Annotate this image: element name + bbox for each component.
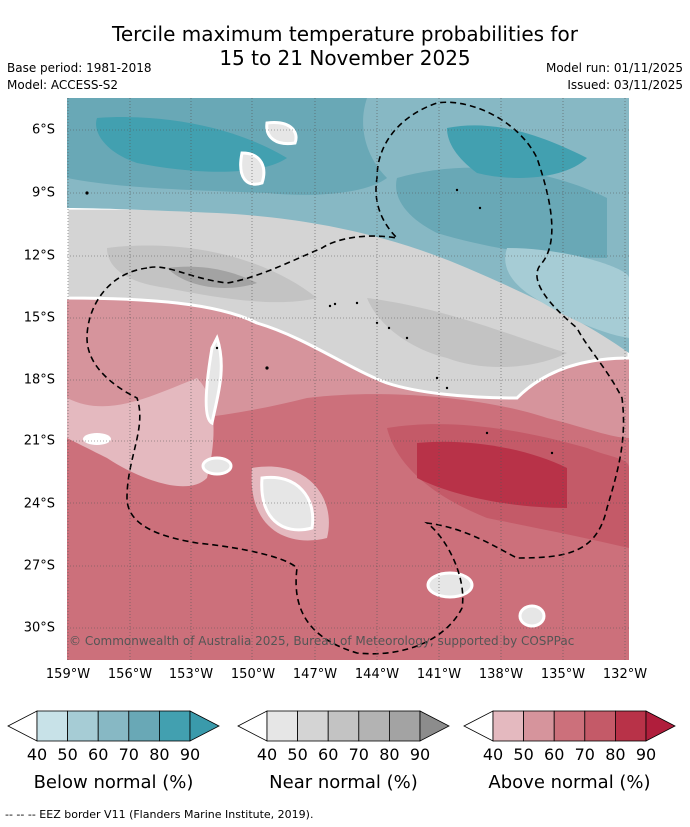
issued-date: Issued: 03/11/2025 [567,78,683,92]
near-normal-patch-d [426,571,474,599]
above-normal-40 [67,378,214,487]
colorbar [237,710,450,742]
eez-footnote: -- -- -- EEZ border V11 (Flanders Marine… [5,808,314,821]
longitude-label: 156°W [107,667,153,682]
title-line-2: 15 to 21 November 2025 [219,46,471,70]
colorbar-segment [523,710,555,742]
colorbar-segment [584,710,616,742]
near-normal-60-b [367,298,567,368]
chart-title: Tercile maximum temperature probabilitie… [0,22,690,70]
latitude-label: 21°S [23,433,55,449]
longitude-label: 159°W [45,667,91,682]
colorbar-tick-label: 80 [379,745,400,764]
colorbar-segment [297,710,329,742]
colorbar-tick-label: 50 [287,745,308,764]
colorbar-tick-label: 50 [57,745,78,764]
above-normal-90 [417,441,567,508]
colorbar-tick-label: 40 [26,745,48,764]
longitude-label: 132°W [602,667,648,682]
near-normal-patch [260,475,315,532]
graticule [67,98,629,660]
white-patch [83,433,111,445]
colorbar-segment [553,710,586,742]
model-run: Model run: 01/11/2025 [545,61,683,75]
below-normal-50 [505,248,629,338]
colorbar-tick-label: 40 [256,745,278,764]
colorbar-tick-label: 40 [482,745,504,764]
colorbar-segment [36,710,69,742]
colorbar [7,710,220,742]
probability-map: © Commonwealth of Australia 2025, Bureau… [67,98,629,660]
below-normal-90-b [447,125,587,178]
eez-border [86,101,625,655]
model-name: Model: ACCESS-S2 [7,78,119,92]
colorbar-segment [128,710,160,742]
colorbar-max-arrow [645,710,676,742]
colorbar-tick-label: 70 [118,745,139,764]
near-normal-island-b [265,121,298,146]
longitude-label: 147°W [292,667,338,682]
colorbar-tick-label: 60 [318,745,339,764]
colorbar-segment [327,710,360,742]
near-normal-patch-b [204,334,223,426]
colorbar-segment [492,710,525,742]
near-normal-90 [167,266,257,288]
colorbar-tick-label: 80 [605,745,626,764]
latitude-label: 18°S [23,372,55,388]
longitude-label: 141°W [416,667,462,682]
longitude-label: 153°W [168,667,214,682]
longitude-label: 144°W [354,667,400,682]
colorbar-tick-label: 50 [513,745,534,764]
longitude-label: 150°W [230,667,276,682]
colorbar-tick-label: 90 [409,745,431,764]
colorbar-label: Above normal (%) [488,772,651,793]
title-line-1: Tercile maximum temperature probabilitie… [112,22,578,46]
near-normal-island-a [239,151,266,186]
near-normal-patch-c [201,456,233,476]
meta-right: Model run: 01/11/2025 Issued: 03/11/2025 [546,60,683,94]
colorbar-max-arrow [419,710,450,742]
colorbar-tick-label: 90 [179,745,201,764]
colorbar-segment [97,710,130,742]
latitude-label: 6°S [31,122,55,138]
colorbar-label: Below normal (%) [33,772,194,793]
latitude-label: 24°S [23,496,55,512]
colorbar-segment [614,710,647,742]
colorbar-label: Near normal (%) [269,772,418,793]
colorbar-segment [388,710,421,742]
islands [85,188,554,455]
colorbar-segment [158,710,191,742]
longitude-label: 138°W [478,667,524,682]
colorbar [463,710,676,742]
colorbar-tick-label: 70 [574,745,595,764]
longitude-label: 135°W [540,667,586,682]
colorbar-segment [67,710,99,742]
map-canvas [67,98,629,660]
colorbar-min-arrow [7,710,38,742]
colorbar-tick-label: 60 [88,745,109,764]
colorbar-min-arrow [237,710,268,742]
colorbar-min-arrow [463,710,494,742]
latitude-label: 27°S [23,558,55,574]
meta-left: Base period: 1981-2018 Model: ACCESS-S2 [7,60,152,94]
below-normal-70-b [396,167,607,258]
colorbar-tick-label: 60 [544,745,565,764]
latitude-label: 15°S [23,310,55,326]
colorbar-tick-label: 80 [149,745,170,764]
colorbar-segment [358,710,390,742]
latitude-label: 12°S [23,248,55,264]
colorbar-tick-label: 90 [635,745,657,764]
latitude-label: 9°S [31,185,55,201]
copyright-notice: © Commonwealth of Australia 2025, Bureau… [69,634,575,648]
colorbar-max-arrow [189,710,220,742]
colorbar-tick-label: 70 [348,745,369,764]
colorbar-segment [266,710,299,742]
base-period: Base period: 1981-2018 [7,61,152,75]
near-normal-patch-e [518,604,546,628]
below-normal-90 [96,117,288,172]
latitude-label: 30°S [23,620,55,636]
